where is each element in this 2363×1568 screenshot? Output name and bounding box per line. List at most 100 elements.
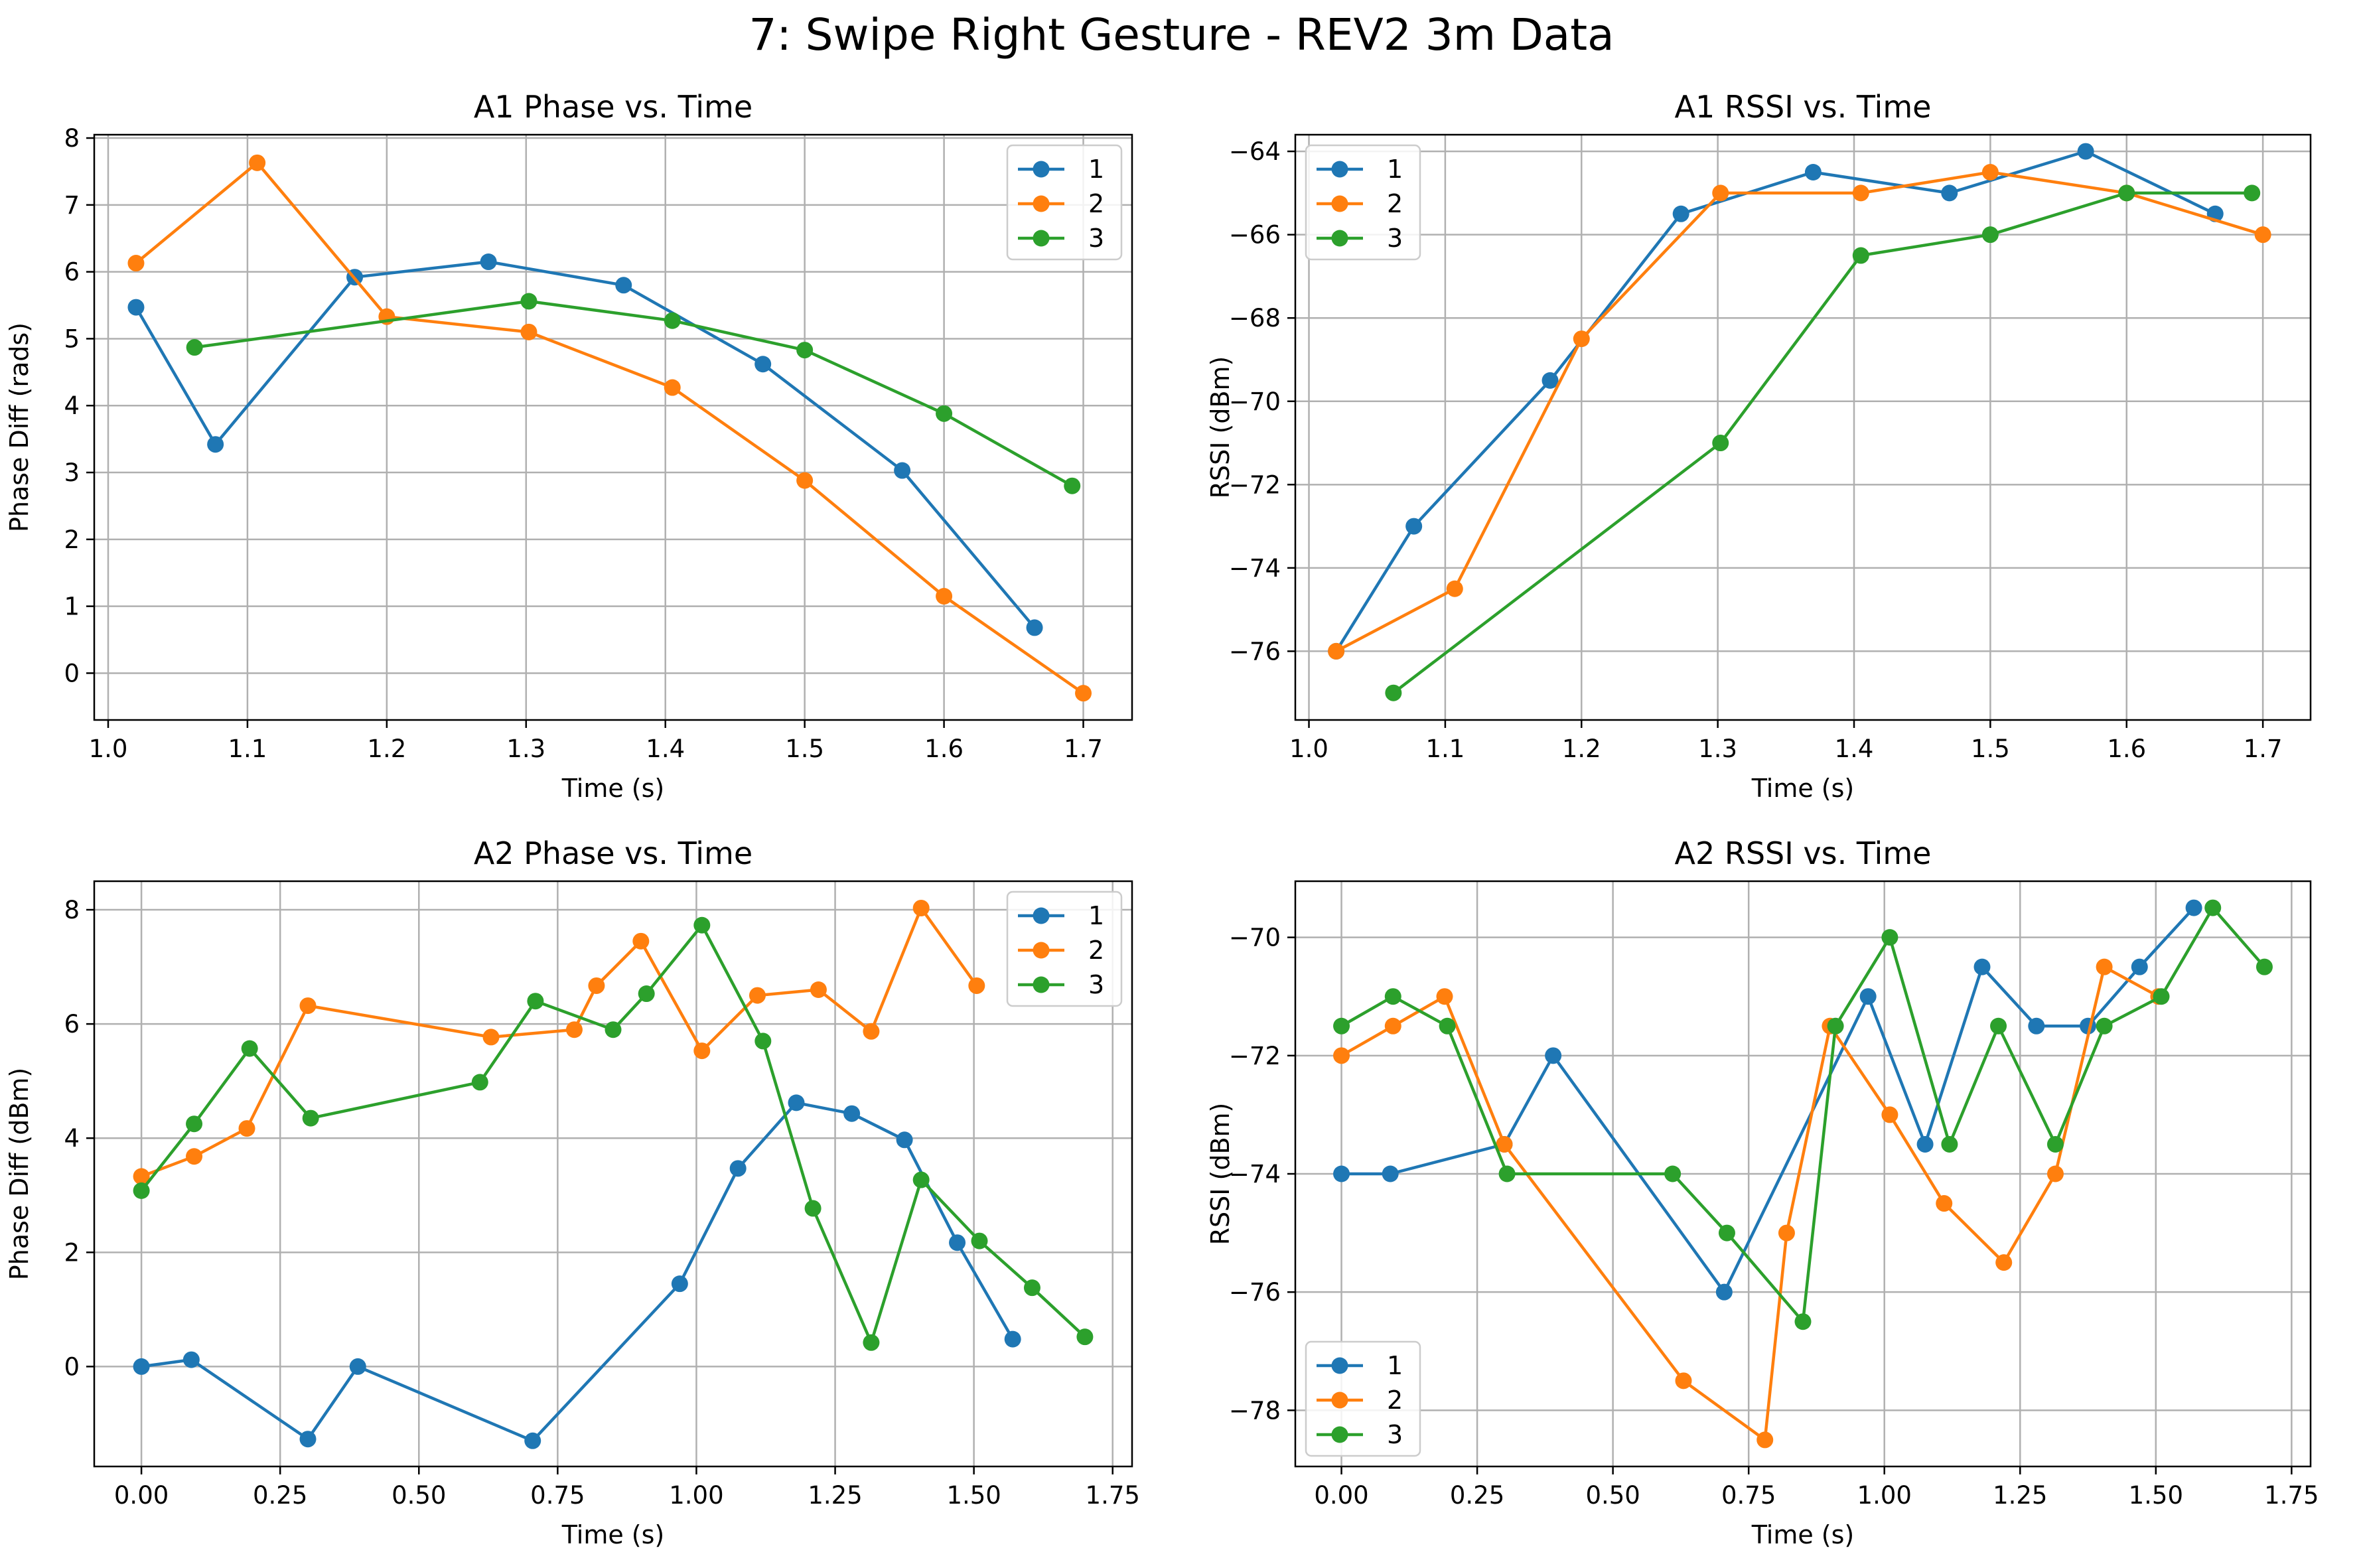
y-tick-label: −76 bbox=[1229, 637, 1281, 666]
data-point bbox=[754, 1033, 772, 1050]
data-point bbox=[2256, 958, 2273, 975]
data-point bbox=[1712, 435, 1729, 452]
data-point bbox=[1852, 247, 1869, 264]
y-tick-label: −72 bbox=[1229, 470, 1281, 499]
figure-title: 7: Swipe Right Gesture - REV2 3m Data bbox=[749, 9, 1614, 60]
data-point bbox=[2028, 1017, 2045, 1034]
data-point bbox=[133, 1168, 150, 1185]
y-tick-label: 7 bbox=[64, 191, 80, 220]
legend-marker-2 bbox=[1033, 942, 1050, 959]
x-tick-label: 1.50 bbox=[2129, 1481, 2183, 1510]
data-point bbox=[971, 1232, 988, 1249]
data-point bbox=[2153, 988, 2170, 1005]
legend-label-3: 3 bbox=[1088, 970, 1104, 999]
y-axis-label: RSSI (dBm) bbox=[1206, 1103, 1235, 1246]
data-point bbox=[588, 977, 605, 994]
data-point bbox=[1075, 685, 1092, 702]
legend: 1 2 3 bbox=[1006, 144, 1123, 261]
data-point bbox=[2046, 1165, 2064, 1182]
x-tick-label: 0.25 bbox=[1450, 1481, 1504, 1510]
series-line-3 bbox=[1392, 191, 2252, 694]
data-point bbox=[1981, 226, 1999, 244]
data-point bbox=[524, 1432, 541, 1449]
legend-marker-2 bbox=[1033, 195, 1050, 212]
legend-marker-1 bbox=[1033, 907, 1050, 924]
data-point bbox=[2077, 143, 2094, 160]
x-tick-label: 1.00 bbox=[669, 1481, 723, 1510]
legend-marker-3 bbox=[1033, 976, 1050, 993]
data-point bbox=[1026, 619, 1043, 636]
data-point bbox=[1990, 1017, 2007, 1034]
data-point bbox=[1436, 988, 1453, 1005]
data-point bbox=[1382, 1165, 1399, 1182]
legend-label-3: 3 bbox=[1387, 224, 1403, 253]
legend-marker-1 bbox=[1331, 1357, 1348, 1374]
data-point bbox=[1916, 1135, 1934, 1153]
data-point bbox=[1675, 1372, 1692, 1390]
x-tick-label: 1.6 bbox=[2107, 735, 2146, 763]
x-tick-label: 1.5 bbox=[1971, 735, 2010, 763]
legend: 1 2 3 bbox=[1305, 144, 1421, 261]
legend-label-1: 1 bbox=[1387, 155, 1403, 184]
data-point bbox=[2185, 899, 2202, 916]
y-tick-label: 6 bbox=[64, 258, 80, 287]
legend-marker-3 bbox=[1331, 1426, 1348, 1443]
data-point bbox=[2096, 1017, 2113, 1034]
legend-marker-2 bbox=[1331, 1391, 1348, 1409]
y-tick-label: 6 bbox=[64, 1010, 80, 1038]
data-point bbox=[912, 1171, 930, 1188]
x-tick-label: 0.00 bbox=[1314, 1481, 1368, 1510]
data-point bbox=[1794, 1313, 1812, 1330]
data-point bbox=[671, 1275, 688, 1293]
data-point bbox=[1718, 1224, 1735, 1242]
legend-label-1: 1 bbox=[1088, 901, 1104, 930]
data-point bbox=[1852, 184, 1869, 202]
legend-label-1: 1 bbox=[1088, 155, 1104, 184]
data-point bbox=[520, 293, 537, 310]
data-point bbox=[605, 1021, 622, 1038]
data-point bbox=[664, 312, 681, 329]
x-axis-label: Time (s) bbox=[1751, 1520, 1855, 1549]
data-point bbox=[238, 1120, 255, 1137]
data-point bbox=[1995, 1254, 2013, 1271]
y-axis-label: Phase Diff (rads) bbox=[5, 322, 34, 532]
legend-marker-1 bbox=[1033, 161, 1050, 178]
axes-frame bbox=[93, 133, 1133, 721]
y-tick-label: −70 bbox=[1229, 924, 1281, 952]
data-point bbox=[664, 379, 681, 396]
data-point bbox=[1756, 1431, 1774, 1449]
x-tick-label: 1.25 bbox=[808, 1481, 862, 1510]
series-line-2 bbox=[1335, 171, 2263, 653]
legend-marker-1 bbox=[1331, 161, 1348, 178]
data-point bbox=[788, 1094, 805, 1111]
x-tick-label: 1.3 bbox=[506, 735, 545, 763]
data-point bbox=[302, 1109, 319, 1127]
data-point bbox=[1672, 205, 1689, 222]
axes-frame bbox=[1294, 133, 2312, 721]
x-tick-label: 1.2 bbox=[367, 735, 406, 763]
y-tick-label: −76 bbox=[1229, 1278, 1281, 1307]
legend: 1 2 3 bbox=[1305, 1340, 1421, 1457]
x-tick-label: 1.0 bbox=[89, 735, 128, 763]
data-point bbox=[1333, 1165, 1350, 1182]
data-point bbox=[527, 993, 544, 1010]
data-point bbox=[2204, 899, 2222, 916]
data-point bbox=[127, 299, 145, 316]
chart-1: 1.0 1.1 1.2 1.3 1.4 1.5 1.6 1.7 0 1 2 3 4 5 6 7 8 A1 Phas… bbox=[5, 89, 1133, 803]
x-tick-label: 1.0 bbox=[1289, 735, 1328, 763]
data-point bbox=[1573, 330, 1590, 348]
x-tick-label: 0.25 bbox=[253, 1481, 307, 1510]
data-point bbox=[299, 1431, 317, 1448]
data-point bbox=[1496, 1135, 1513, 1153]
data-point bbox=[1881, 1106, 1898, 1123]
data-point bbox=[1385, 684, 1402, 701]
axes-frame bbox=[1294, 880, 2312, 1468]
data-point bbox=[249, 154, 266, 171]
data-point bbox=[693, 1042, 711, 1060]
data-point bbox=[520, 323, 537, 340]
data-point bbox=[615, 277, 632, 294]
data-point bbox=[1439, 1017, 1456, 1034]
axes-frame bbox=[93, 880, 1133, 1468]
data-point bbox=[1664, 1165, 1682, 1182]
chart-3: 0.00 0.25 0.50 0.75 1.00 1.25 1.50 1.75 0 2 4 6 8 A2 … bbox=[5, 835, 1140, 1549]
